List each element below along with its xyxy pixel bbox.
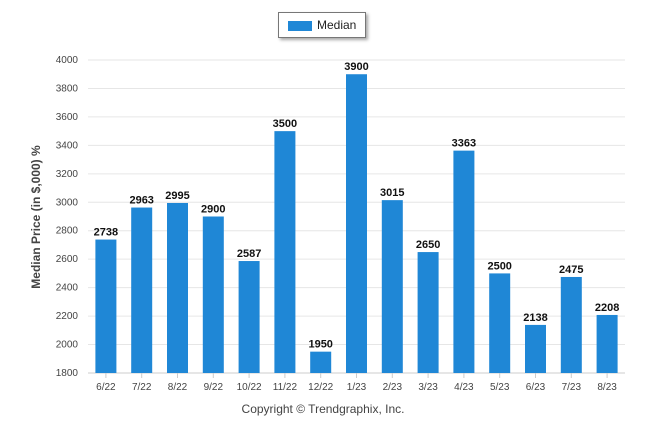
y-tick-label-4000: 4000 bbox=[56, 55, 79, 66]
x-tick-label-8/22: 8/22 bbox=[168, 382, 188, 393]
data-label-8/22: 2995 bbox=[165, 190, 189, 202]
x-tick-label-12/22: 12/22 bbox=[308, 382, 333, 393]
x-tick-label-3/23: 3/23 bbox=[418, 382, 438, 393]
bar-2/23 bbox=[381, 200, 403, 373]
data-label-1/23: 3900 bbox=[344, 61, 368, 73]
data-label-8/23: 2208 bbox=[595, 302, 619, 314]
data-label-7/23: 2475 bbox=[559, 264, 583, 276]
x-tick-label-8/23: 8/23 bbox=[597, 382, 617, 393]
data-label-7/22: 2963 bbox=[129, 195, 153, 207]
y-tick-label-3200: 3200 bbox=[56, 169, 79, 180]
x-tick-label-6/23: 6/23 bbox=[526, 382, 546, 393]
y-tick-label-3000: 3000 bbox=[56, 197, 79, 208]
x-tick-label-11/22: 11/22 bbox=[273, 382, 298, 393]
bars bbox=[95, 74, 618, 374]
bar-6/22 bbox=[95, 239, 117, 373]
y-tick-label-2800: 2800 bbox=[56, 226, 79, 237]
x-tick-label-1/23: 1/23 bbox=[347, 382, 367, 393]
bar-8/22 bbox=[167, 202, 188, 373]
y-tick-label-2200: 2200 bbox=[56, 311, 79, 322]
bar-9/22 bbox=[202, 216, 224, 373]
legend: Median bbox=[278, 12, 366, 38]
bar-7/22 bbox=[131, 207, 153, 373]
bar-3/23 bbox=[417, 252, 439, 373]
bar-8/23 bbox=[596, 314, 618, 373]
x-tick-label-5/23: 5/23 bbox=[490, 382, 510, 393]
data-label-10/22: 2587 bbox=[237, 248, 261, 260]
x-axis-ticks: 6/22 7/22 8/22 9/22 10/22 11/22 12/22 1/23 2/23 3… bbox=[96, 373, 617, 393]
bar-10/22 bbox=[238, 261, 260, 373]
bar-6/23 bbox=[525, 324, 546, 373]
y-axis-title: Median Price (in $,000) % bbox=[29, 145, 43, 289]
y-axis-ticks: 1800 2000 2200 2400 2600 2800 3000 3200 3400 3600… bbox=[56, 55, 79, 379]
data-label-11/22: 3500 bbox=[273, 118, 297, 130]
y-tick-label-3600: 3600 bbox=[56, 112, 79, 123]
copyright-credit: Copyright © Trendgraphix, Inc. bbox=[241, 402, 405, 416]
y-tick-label-2600: 2600 bbox=[56, 254, 79, 265]
bar-11/22 bbox=[274, 131, 296, 373]
x-tick-label-6/22: 6/22 bbox=[96, 382, 116, 393]
data-label-4/23: 3363 bbox=[452, 138, 476, 150]
data-label-9/22: 2900 bbox=[201, 204, 225, 216]
x-tick-label-4/23: 4/23 bbox=[454, 382, 474, 393]
x-tick-label-9/22: 9/22 bbox=[204, 382, 224, 393]
y-tick-label-3400: 3400 bbox=[56, 140, 79, 151]
bar-12/22 bbox=[310, 351, 332, 373]
data-label-3/23: 2650 bbox=[416, 239, 440, 251]
x-tick-label-7/22: 7/22 bbox=[132, 382, 152, 393]
bar-1/23 bbox=[346, 74, 367, 374]
data-label-6/22: 2738 bbox=[94, 227, 118, 239]
x-tick-label-7/23: 7/23 bbox=[562, 382, 582, 393]
x-tick-label-2/23: 2/23 bbox=[383, 382, 403, 393]
y-tick-label-1800: 1800 bbox=[56, 368, 79, 379]
y-tick-label-2400: 2400 bbox=[56, 283, 79, 294]
legend-swatch-median bbox=[288, 21, 312, 31]
bar-5/23 bbox=[489, 273, 511, 373]
data-labels: 2738 2963 2995 2900 2587 3500 1950 3900 3015 2650… bbox=[94, 61, 620, 350]
legend-label-median: Median bbox=[317, 18, 357, 32]
data-label-2/23: 3015 bbox=[380, 187, 404, 199]
bar-7/23 bbox=[560, 276, 582, 373]
y-tick-label-2000: 2000 bbox=[56, 340, 79, 351]
data-label-6/23: 2138 bbox=[523, 312, 547, 324]
data-label-5/23: 2500 bbox=[487, 260, 511, 272]
x-tick-label-10/22: 10/22 bbox=[237, 382, 262, 393]
data-label-12/22: 1950 bbox=[308, 339, 332, 351]
bar-4/23 bbox=[453, 150, 475, 373]
y-tick-label-3800: 3800 bbox=[56, 83, 79, 94]
